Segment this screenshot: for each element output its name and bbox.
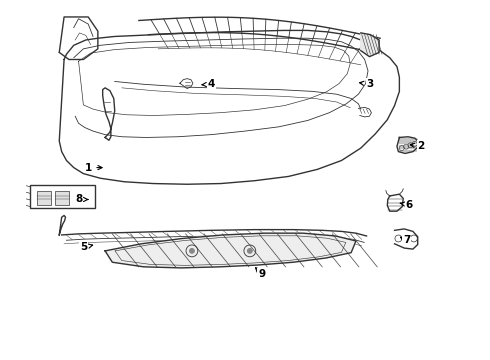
- Bar: [30, 185, 96, 208]
- Text: 8: 8: [75, 194, 88, 204]
- Text: 6: 6: [400, 200, 413, 210]
- Bar: [37, 191, 51, 205]
- Text: 3: 3: [360, 79, 374, 89]
- Text: 7: 7: [400, 235, 410, 245]
- Polygon shape: [394, 229, 417, 249]
- Polygon shape: [361, 33, 379, 57]
- Text: 9: 9: [256, 268, 266, 279]
- Polygon shape: [105, 233, 356, 268]
- Text: 1: 1: [85, 163, 102, 172]
- Polygon shape: [397, 137, 418, 153]
- Polygon shape: [387, 194, 403, 211]
- Text: 2: 2: [410, 141, 425, 151]
- Bar: [55, 191, 70, 205]
- Text: 4: 4: [202, 79, 215, 89]
- Text: 5: 5: [80, 242, 93, 252]
- Circle shape: [189, 248, 195, 254]
- Circle shape: [247, 248, 253, 254]
